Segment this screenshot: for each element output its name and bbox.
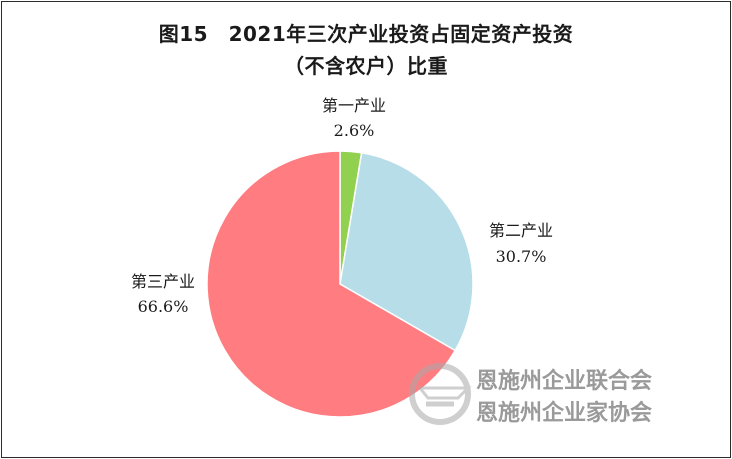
slice-value-secondary-industry: 30.7% [496, 247, 547, 266]
watermark-line-2: 恩施州企业家协会 [476, 400, 652, 426]
pie-slice-secondary-industry [339, 151, 474, 352]
slice-value-tertiary-industry: 66.6% [138, 297, 189, 316]
slice-label-primary-industry: 第一产业 [322, 96, 386, 115]
slice-value-primary-industry: 2.6% [334, 121, 375, 140]
watermark-logo-icon [409, 363, 472, 425]
pie-slice-tertiary-industry [206, 150, 457, 418]
slice-label-tertiary-industry: 第三产业 [131, 272, 195, 291]
watermark-line-1: 恩施州企业联合会 [476, 368, 652, 394]
pie-slices [206, 150, 474, 418]
chart-title-line-2: （不含农户）比重 [284, 54, 448, 78]
slice-label-secondary-industry: 第二产业 [489, 221, 553, 240]
chart-title-line-1: 图15 2021年三次产业投资占固定资产投资 [158, 22, 574, 46]
